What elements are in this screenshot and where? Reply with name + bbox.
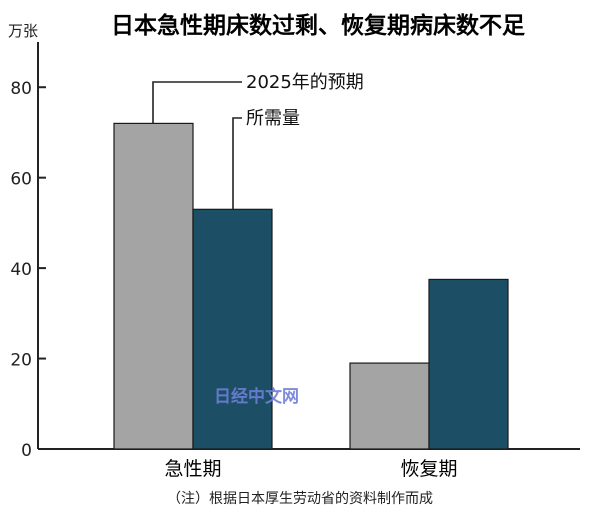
legend-label: 2025年的预期 xyxy=(246,72,364,93)
y-tick-label: 20 xyxy=(10,351,32,371)
category-label: 急性期 xyxy=(164,458,221,480)
y-tick-label: 0 xyxy=(21,441,32,461)
chart-title: 日本急性期床数过剩、恢复期病床数不足 xyxy=(111,12,525,39)
y-tick-label: 40 xyxy=(10,260,32,280)
legend-leader-line xyxy=(152,81,242,124)
bar-required-recovery xyxy=(428,278,509,450)
y-tick-label: 60 xyxy=(10,170,32,190)
legend-leader-line xyxy=(232,117,242,210)
y-axis-unit: 万张 xyxy=(8,22,38,40)
category-labels: 急性期 恢复期 xyxy=(164,458,457,480)
watermark-logo: 日经中文网 xyxy=(214,384,319,408)
y-ticks: 0 20 40 60 80 xyxy=(10,79,46,461)
bar-required-acute xyxy=(192,208,273,450)
source-note: （注）根据日本厚生劳动省的资料制作而成 xyxy=(167,491,433,507)
y-tick-label: 80 xyxy=(10,79,32,99)
bar-forecast-2025-recovery xyxy=(349,362,430,450)
bar-forecast-2025-acute xyxy=(113,122,194,450)
legend-label: 所需量 xyxy=(246,108,300,129)
category-label: 恢复期 xyxy=(400,458,457,480)
bars xyxy=(113,122,509,450)
watermark-text: 日经中文网 xyxy=(214,386,299,407)
